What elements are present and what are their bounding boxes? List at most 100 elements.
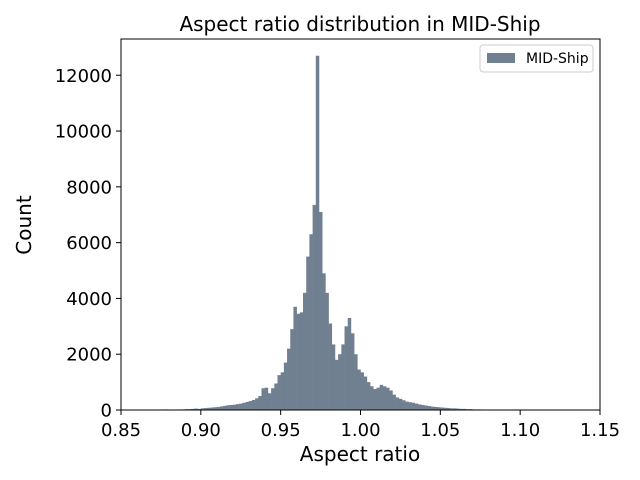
histogram-bar [405,401,409,410]
histogram-bar [245,401,250,410]
histogram-bar [411,402,416,410]
histogram-bar [398,398,403,410]
histogram-bar [197,408,202,410]
histogram-bar [414,403,419,410]
histogram-bar [264,387,269,410]
histogram-bar [376,387,380,410]
histogram-bar [331,344,336,410]
x-tick-label: 0.85 [101,420,141,441]
histogram-bar [443,407,448,410]
histogram-bar [274,383,278,410]
plot-frame [120,38,601,411]
histogram-bar [408,402,412,410]
histogram-bar [347,317,352,410]
histogram-bar [287,348,291,410]
histogram-bar [322,273,326,410]
histogram-bar [386,387,390,410]
x-axis-ticks: 0.85 0.90 0.95 1.00 1.05 1.10 1.15 [101,410,620,441]
histogram-bar [318,211,323,410]
histogram-bar [200,408,205,410]
histogram-bar [424,405,428,410]
histogram-bar [389,390,393,410]
histogram-bar [210,407,214,410]
y-tick-label: 8000 [66,177,112,198]
x-axis-label: Aspect ratio [300,442,420,466]
histogram-bar [235,404,240,410]
histogram-bar [242,402,246,410]
histogram-bar [232,404,237,410]
histogram-bar [258,396,262,410]
histogram-bar [283,362,288,410]
histogram-bar [354,354,358,410]
histogram-bar [459,408,463,410]
histogram-bar [366,382,371,410]
y-tick-label: 0 [101,401,112,422]
histogram-bar [194,408,198,410]
histogram-bar [338,354,342,410]
x-tick-label: 1.05 [420,420,460,441]
histogram-bar [446,408,451,410]
histogram-bar [290,329,294,410]
histogram-bar [251,399,256,410]
histogram-bar [207,407,211,410]
histogram-bar [427,406,432,410]
legend-frame [479,44,594,73]
y-axis-label: Count [12,195,36,255]
histogram-bar [229,404,234,410]
bars-group [152,55,495,411]
histogram-bar [309,234,313,410]
histogram-bar [341,344,345,410]
histogram-bar [216,406,221,410]
histogram-bar [271,388,275,410]
histogram-bar [312,204,317,410]
x-tick-label: 0.95 [261,420,301,441]
histogram-bar [350,333,355,410]
histogram-bar [261,388,265,410]
x-tick-label: 1.00 [340,420,380,441]
histogram-bar [395,397,400,410]
histogram-bar [328,323,333,410]
histogram-bar [360,372,364,410]
histogram-bar [213,407,218,410]
legend: MID-Ship [479,44,594,73]
histogram-bar [306,256,310,410]
histogram-bar [219,406,224,410]
y-tick-label: 4000 [66,289,112,310]
chart-title: Aspect ratio distribution in MID-Ship [179,12,540,36]
histogram-bar [226,405,230,410]
histogram-bar [363,376,368,410]
histogram-bar [382,386,387,410]
histogram-bar [191,408,195,410]
histogram-bar [334,359,339,410]
histogram-bar [204,408,208,410]
y-tick-label: 12000 [55,66,112,87]
histogram-bar [392,394,396,410]
histogram-bar [280,372,285,410]
histogram-bar [255,398,259,410]
histogram-bar [440,407,444,410]
x-tick-label: 1.15 [580,420,620,441]
histogram-bar [239,403,243,410]
histogram-bar [462,408,467,410]
histogram-bar [267,393,272,410]
histogram-bar [357,369,361,410]
histogram-bar [453,408,457,410]
histogram-bar [315,55,320,411]
y-axis-ticks: 0 2000 4000 6000 8000 10000 12000 [55,66,121,422]
histogram-bar [296,313,301,410]
histogram-bar [248,401,253,410]
legend-swatch [487,53,515,63]
legend-label: MID-Ship [526,51,589,67]
y-tick-label: 2000 [66,345,112,366]
histogram-bar [433,406,438,410]
histogram-bar [223,405,227,410]
y-tick-label: 10000 [55,122,112,143]
x-tick-label: 1.10 [500,420,540,441]
histogram-bar [430,406,435,410]
x-tick-label: 0.90 [181,420,221,441]
y-tick-label: 6000 [66,233,112,254]
histogram-bar [449,408,454,410]
histogram-bar [379,384,384,410]
histogram-bar [417,404,422,410]
